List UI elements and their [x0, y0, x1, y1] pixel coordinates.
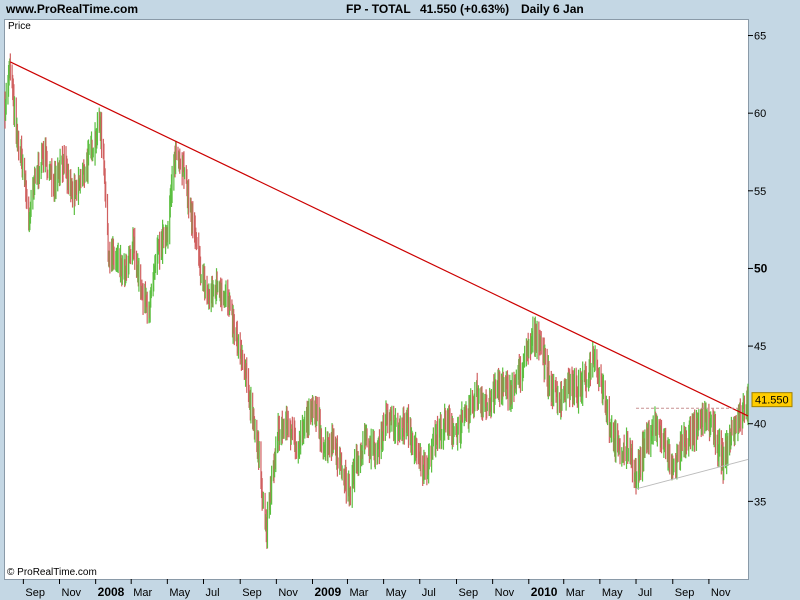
- chart-panel[interactable]: Price © ProRealTime.com: [4, 19, 749, 580]
- y-tick-label: 45: [754, 341, 766, 353]
- chart-annotations: [10, 61, 749, 490]
- price-panel-label: Price: [8, 21, 31, 32]
- copyright-label: © ProRealTime.com: [7, 567, 97, 578]
- y-tick-label: 65: [754, 31, 766, 43]
- x-tick-label: Jul: [422, 587, 436, 599]
- y-tick-label: 55: [754, 186, 766, 198]
- x-tick-label: Sep: [242, 587, 262, 599]
- x-tick-label: Sep: [458, 587, 478, 599]
- x-tick-label: Sep: [25, 587, 45, 599]
- x-tick-label: Nov: [495, 587, 515, 599]
- y-tick-label: 50: [754, 261, 768, 275]
- y-tick-label: 60: [754, 108, 766, 120]
- x-tick-label: Mar: [349, 587, 368, 599]
- x-tick-label: Nov: [278, 587, 298, 599]
- x-tick-label: 2009: [315, 585, 342, 599]
- y-tick-label: 35: [754, 496, 766, 508]
- x-tick-label: May: [386, 587, 407, 599]
- x-tick-label: Mar: [566, 587, 585, 599]
- instrument-title: FP - TOTAL: [346, 2, 411, 16]
- support-trendline: [635, 458, 749, 490]
- x-tick-label: Mar: [133, 587, 152, 599]
- x-tick-label: Nov: [711, 587, 731, 599]
- price-change: 41.550 (+0.63%): [420, 2, 510, 16]
- chart-header: www.ProRealTime.com FP - TOTAL 41.550 (+…: [0, 0, 800, 19]
- x-tick-label: Jul: [638, 587, 652, 599]
- y-axis: 35 40 45 50 55 60 65 41.550: [748, 31, 793, 508]
- x-tick-label: 2010: [531, 585, 558, 599]
- x-tick-label: May: [602, 587, 623, 599]
- x-tick-label: 2008: [98, 585, 125, 599]
- resistance-trendline: [10, 61, 749, 417]
- x-tick-label: Jul: [205, 587, 219, 599]
- price-bars: [4, 53, 749, 549]
- y-tick-label: 40: [754, 419, 766, 431]
- last-price-label: 41.550: [755, 395, 789, 407]
- x-axis: Sep Nov 2008 Mar May Jul Sep Nov 2009 Mar May Jul Se…: [22, 579, 731, 599]
- x-tick-label: May: [169, 587, 190, 599]
- x-tick-label: Sep: [675, 587, 695, 599]
- period-label: Daily 6 Jan: [521, 2, 584, 16]
- x-tick-label: Nov: [62, 587, 82, 599]
- last-price-box: [751, 392, 793, 408]
- site-url[interactable]: www.ProRealTime.com: [6, 2, 139, 16]
